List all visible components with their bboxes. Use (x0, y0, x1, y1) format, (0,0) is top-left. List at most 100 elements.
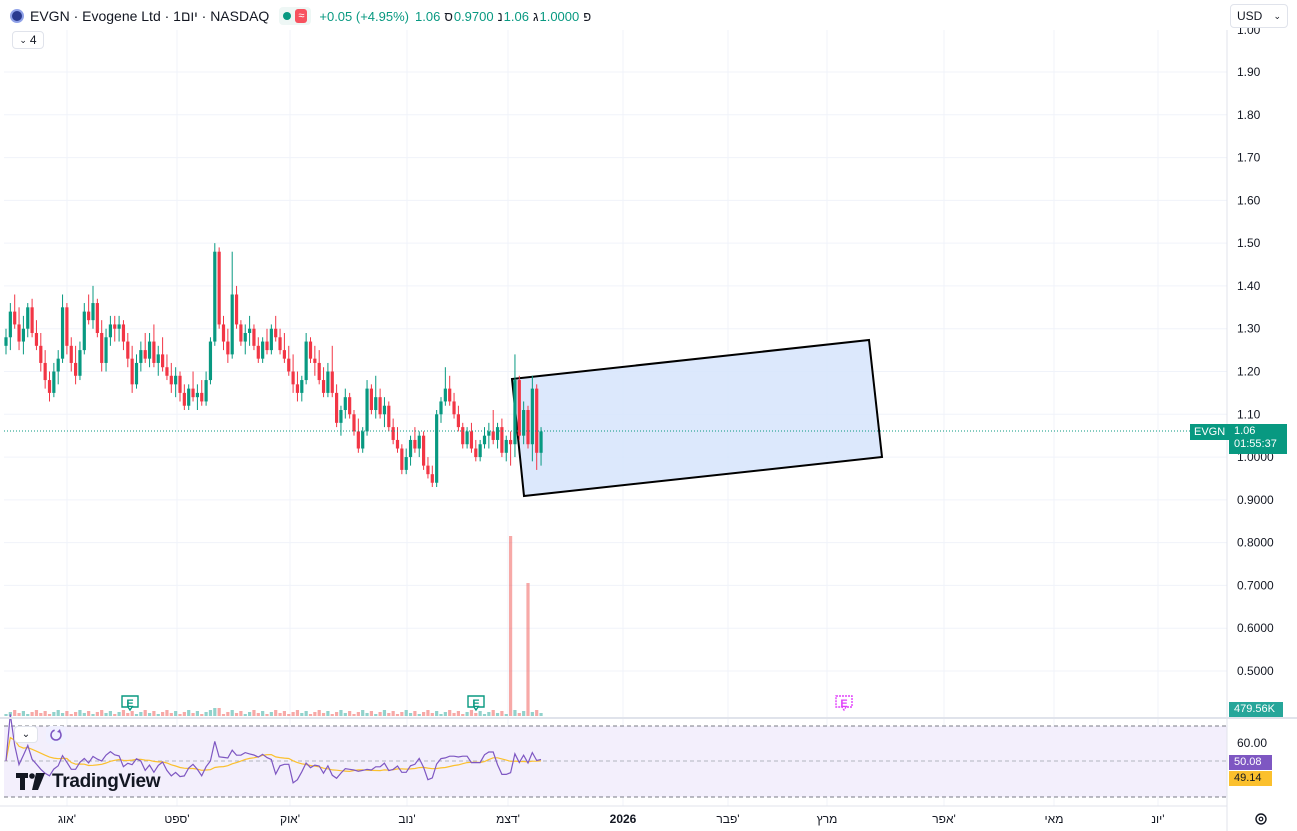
candle-body (13, 311, 17, 325)
candle-body (87, 311, 91, 321)
candle-body (304, 341, 308, 381)
time-tick-label: נוב' (398, 812, 415, 826)
candle-body (378, 397, 382, 415)
volume-bar (422, 712, 426, 716)
candle-body (282, 350, 286, 359)
candle-body (495, 427, 500, 440)
candle-body (326, 371, 330, 393)
rsi-collapse-button[interactable]: ⌄ (14, 726, 38, 743)
candle-body (539, 431, 543, 453)
rsi-refresh-button[interactable] (46, 726, 66, 744)
volume-bar (300, 713, 304, 716)
candle-body (317, 362, 321, 381)
volume-bar (82, 713, 86, 716)
volume-bar (265, 714, 269, 716)
candle-body (21, 328, 25, 342)
volume-bar (69, 714, 73, 716)
earnings-marker[interactable] (467, 695, 485, 712)
candle-body (404, 457, 408, 470)
volume-bar (504, 714, 508, 716)
price-tick-label: 1.10 (1237, 407, 1261, 421)
candle-body (74, 362, 78, 376)
volume-bar (417, 714, 421, 716)
volume-bar (100, 710, 104, 716)
volume-bar (30, 712, 34, 716)
volume-bar (121, 710, 126, 716)
volume-bar (256, 713, 260, 716)
chevron-down-icon: ⌄ (21, 729, 31, 740)
volume-bar (221, 714, 226, 716)
volume-bar (391, 711, 395, 716)
earnings-marker[interactable] (835, 695, 853, 712)
chart-settings-button[interactable] (1252, 810, 1270, 828)
volume-bar (443, 712, 447, 716)
volume-bar (495, 713, 500, 716)
volume-bar (74, 712, 78, 716)
chevron-down-icon: ⌄ (1273, 10, 1281, 21)
time-tick-label: מרץ (817, 812, 838, 826)
volume-bar (287, 714, 291, 716)
volume-bar (282, 711, 286, 716)
candle-body (174, 375, 178, 385)
channel-shape[interactable] (510, 338, 884, 498)
candle-body (382, 405, 387, 415)
volume-bar (130, 711, 134, 716)
time-tick-label: פבר' (716, 812, 739, 826)
tradingview-logo[interactable]: TradingView (16, 771, 161, 793)
candle-body (30, 307, 34, 333)
candle-body (348, 397, 352, 415)
indicators-collapse-button[interactable]: ⌄ 4 (12, 31, 44, 49)
volume-bar (369, 711, 373, 716)
volume-bar (78, 710, 82, 716)
volume-bar (274, 710, 278, 716)
volume-series (4, 536, 543, 716)
volume-bar (239, 711, 243, 716)
market-status[interactable]: ≈ (279, 7, 312, 25)
volume-bar (195, 711, 199, 716)
volume-bar (147, 713, 152, 716)
symbol-title[interactable]: EVGN · Evogene Ltd · 1יום · NASDAQ (30, 8, 270, 24)
volume-bar (113, 714, 117, 716)
candle-body (234, 294, 239, 325)
earnings-marker-label: E (472, 698, 479, 710)
price-change: +0.05 (+4.95%) (319, 8, 409, 24)
bar-countdown: 01:55:37 (1234, 438, 1277, 450)
volume-bar (313, 712, 317, 716)
tradingview-logo-icon (16, 773, 45, 790)
time-tick-label: אוג' (58, 812, 76, 826)
candle-body (52, 371, 56, 393)
candle-body (82, 311, 86, 351)
volume-bar (87, 711, 91, 716)
candle-body (535, 388, 539, 453)
parallel-channel-drawing[interactable] (510, 338, 884, 498)
volume-bar (326, 711, 330, 716)
volume-bar (252, 710, 256, 716)
candle-body (39, 345, 43, 363)
candle-body (147, 341, 152, 359)
candle-body (213, 251, 217, 342)
volume-bar (60, 713, 65, 716)
rsi-value: 50.08 (1234, 756, 1262, 768)
symbol-tag-label: EVGN (1194, 426, 1226, 438)
currency-select[interactable]: USD ⌄ (1230, 4, 1288, 28)
price-axis[interactable]: 1.901.801.701.601.501.401.301.201.101.00… (1237, 23, 1274, 678)
volume-bar (321, 713, 326, 716)
candle-body (295, 384, 300, 393)
volume-bar (408, 713, 413, 716)
earnings-marker[interactable] (121, 695, 139, 712)
volume-bar (65, 711, 69, 716)
approx-icon: ≈ (295, 9, 308, 23)
live-dot-icon (283, 12, 292, 20)
candle-body (100, 332, 104, 363)
volume-bar (491, 710, 495, 716)
volume-bar (526, 583, 530, 716)
candle-series (4, 243, 543, 488)
candle-body (17, 324, 21, 342)
price-tick-label: 0.6000 (1237, 621, 1274, 635)
volume-bar (217, 708, 221, 716)
time-axis[interactable]: אוג' ספט' אוק' נוב' דצמ' 2026 פבר' מרץ אפר' מאי יו… (58, 812, 1165, 826)
rsi-pane[interactable]: 60.00 (4, 714, 1267, 798)
